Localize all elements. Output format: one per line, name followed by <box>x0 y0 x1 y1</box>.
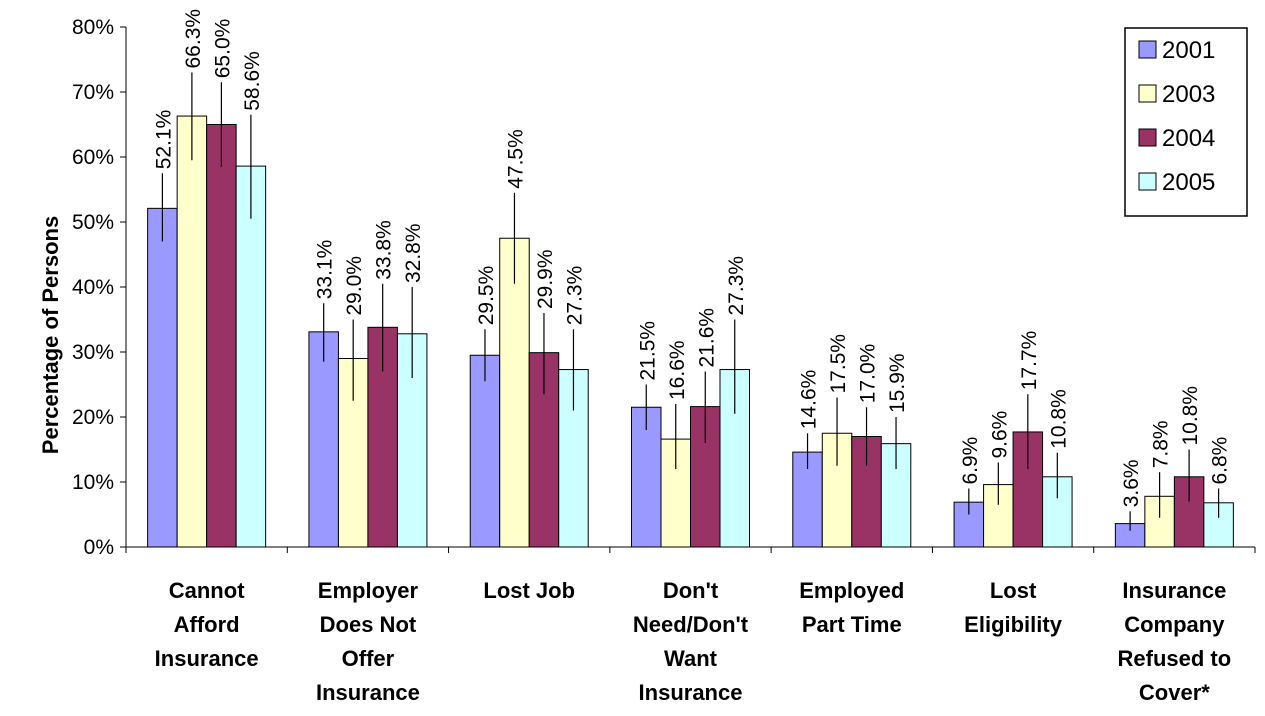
legend-label-2004: 2004 <box>1162 125 1215 152</box>
plot-area: 0% 10% 20% 30% 40% 50% 60% 70% 80% 52.1% 66.3% 65.0… <box>72 9 1256 705</box>
data-label: 58.6% <box>241 51 264 111</box>
bar-2005 <box>396 333 428 548</box>
category-label: Eligibility <box>964 612 1063 637</box>
data-label: 33.1% <box>314 240 337 300</box>
bar-2001 <box>147 207 178 548</box>
category-label: Lost <box>990 578 1037 603</box>
y-tick-label: 70% <box>72 81 114 104</box>
data-label: 21.5% <box>636 321 659 381</box>
y-tick-label: 60% <box>72 146 114 169</box>
category-label: Does Not <box>320 612 417 637</box>
legend-swatch-2004 <box>1138 128 1157 147</box>
y-axis-label: Percentage of Persons <box>38 216 63 454</box>
category-label: Cover* <box>1139 680 1210 705</box>
legend-swatch-2003 <box>1138 84 1157 103</box>
bar-2003 <box>176 115 208 548</box>
data-label: 15.9% <box>886 353 909 413</box>
category-label: Insurance <box>639 680 743 705</box>
data-label: 16.6% <box>666 340 689 400</box>
category-label: Cannot <box>169 578 245 603</box>
legend-label-2001: 2001 <box>1162 37 1215 64</box>
y-tick-label: 10% <box>72 471 114 494</box>
data-label: 17.0% <box>857 344 880 404</box>
data-label: 9.6% <box>988 411 1011 459</box>
data-label: 29.5% <box>475 266 498 326</box>
category-label: Employed <box>799 578 904 603</box>
y-tick-label: 0% <box>84 536 114 559</box>
data-label: 65.0% <box>211 19 234 79</box>
category-label: Part Time <box>802 612 902 637</box>
data-label: 10.8% <box>1047 389 1070 449</box>
data-label: 47.5% <box>504 129 527 189</box>
category-label: Offer <box>342 646 395 671</box>
category-label: Company <box>1124 612 1225 637</box>
y-tick-label: 30% <box>72 341 114 364</box>
category-label: Refused to <box>1118 646 1232 671</box>
y-tick-label: 50% <box>72 211 114 234</box>
y-tick-label: 80% <box>72 16 114 39</box>
category-label: Employer <box>318 578 419 603</box>
data-label: 7.8% <box>1150 420 1173 468</box>
data-label: 6.9% <box>959 437 982 485</box>
data-label: 3.6% <box>1120 459 1143 507</box>
bar-2005 <box>235 165 267 548</box>
bar-2003 <box>499 237 530 548</box>
category-label: Afford <box>174 612 240 637</box>
y-tick-label: 20% <box>72 406 114 429</box>
data-label: 52.1% <box>152 110 175 170</box>
bar-2004 <box>206 124 237 548</box>
category-label: Don't <box>663 578 719 603</box>
legend-label-2003: 2003 <box>1162 81 1215 108</box>
data-label: 27.3% <box>725 256 748 316</box>
bar-2001 <box>308 331 339 548</box>
data-label: 29.9% <box>534 249 557 309</box>
category-label: Want <box>664 646 718 671</box>
category-label: Insurance <box>1122 578 1226 603</box>
legend: 2001 2003 2004 2005 <box>1124 27 1248 217</box>
data-label: 6.8% <box>1209 437 1232 485</box>
y-tick-label: 40% <box>72 276 114 299</box>
category-label: Insurance <box>316 680 420 705</box>
data-label: 66.3% <box>182 9 205 69</box>
category-label: Insurance <box>155 646 259 671</box>
data-label: 33.8% <box>373 220 396 280</box>
data-label: 17.5% <box>827 334 850 394</box>
data-label: 32.8% <box>402 223 425 283</box>
data-label: 17.7% <box>1018 331 1041 391</box>
data-label: 29.0% <box>343 256 366 316</box>
legend-swatch-2005 <box>1138 172 1157 191</box>
data-label: 14.6% <box>798 370 821 430</box>
bar-2001 <box>469 354 501 548</box>
category-label: Need/Don't <box>633 612 749 637</box>
data-label: 10.8% <box>1179 386 1202 446</box>
legend-label-2005: 2005 <box>1162 169 1215 196</box>
legend-swatch-2001 <box>1138 40 1157 59</box>
data-label: 21.6% <box>695 308 718 368</box>
data-label: 27.3% <box>563 266 586 326</box>
category-label: Lost Job <box>483 578 575 603</box>
